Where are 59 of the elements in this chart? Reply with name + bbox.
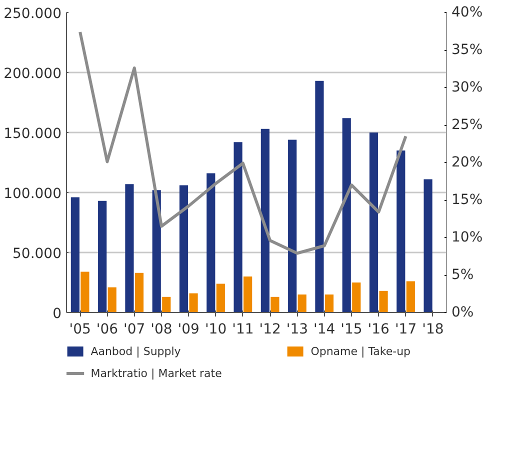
legend-label: Marktratio | Market rate <box>90 367 222 380</box>
bar <box>206 173 216 312</box>
bar <box>216 284 225 312</box>
bar <box>342 118 351 312</box>
x-tick-label: '08 <box>150 322 172 338</box>
y2-tick-label: 40% <box>452 4 483 20</box>
legend-label: Opname | Take-up <box>310 345 411 358</box>
bar <box>80 272 90 312</box>
y2-tick-label: 35% <box>452 42 483 58</box>
legend-label: Aanbod | Supply <box>90 345 182 358</box>
bar <box>270 296 280 312</box>
bar <box>244 276 252 312</box>
x-tick-label: '12 <box>259 322 281 338</box>
y2-tick-label: 10% <box>452 230 483 246</box>
y-tick-label: 250.000 <box>4 6 62 22</box>
x-tick-label: '16 <box>368 322 390 338</box>
bar <box>315 80 324 312</box>
y-tick-label: 0 <box>52 306 62 322</box>
bar <box>379 290 388 312</box>
y2-tick-label: 0% <box>452 304 474 320</box>
x-tick-label: '09 <box>178 322 200 338</box>
bar <box>288 140 297 312</box>
x-tick-label: '10 <box>204 322 227 338</box>
bar <box>162 296 171 312</box>
bar <box>108 287 116 312</box>
line-series <box>78 30 408 255</box>
bar <box>324 294 334 312</box>
y-tick-label: 50.000 <box>12 246 62 262</box>
x-tick-label: '05 <box>69 322 91 338</box>
x-tick-label: '11 <box>232 322 254 338</box>
x-tick-label: '15 <box>340 322 362 338</box>
bar <box>369 132 378 312</box>
bar <box>424 179 432 312</box>
y2-tick-label: 5% <box>452 267 474 283</box>
x-tick-label: '17 <box>394 322 417 338</box>
bar <box>70 197 80 312</box>
y-tick-label: 150.000 <box>4 126 62 142</box>
bar <box>179 185 188 312</box>
y2-tick-label: 25% <box>452 117 483 133</box>
y-tick-label: 100.000 <box>4 186 62 202</box>
bar <box>98 200 107 312</box>
y2-tick-label: 20% <box>452 154 483 170</box>
y2-tick-label: 30% <box>452 80 483 96</box>
y2-tick-label: 15% <box>452 192 483 208</box>
x-tick-label: '06 <box>96 322 118 338</box>
x-tick-label: '13 <box>286 322 308 338</box>
bar <box>260 128 270 312</box>
bar <box>134 272 144 312</box>
y-tick-label: 200.000 <box>4 66 62 82</box>
bar <box>234 142 242 312</box>
x-tick-label: '18 <box>422 322 444 338</box>
x-tick-label: '07 <box>124 322 146 338</box>
bar <box>125 184 134 312</box>
x-tick-label: '14 <box>314 322 336 338</box>
bar <box>396 150 406 312</box>
bar <box>298 294 306 312</box>
bar <box>352 282 361 312</box>
bar <box>406 281 415 312</box>
bar <box>189 293 198 312</box>
